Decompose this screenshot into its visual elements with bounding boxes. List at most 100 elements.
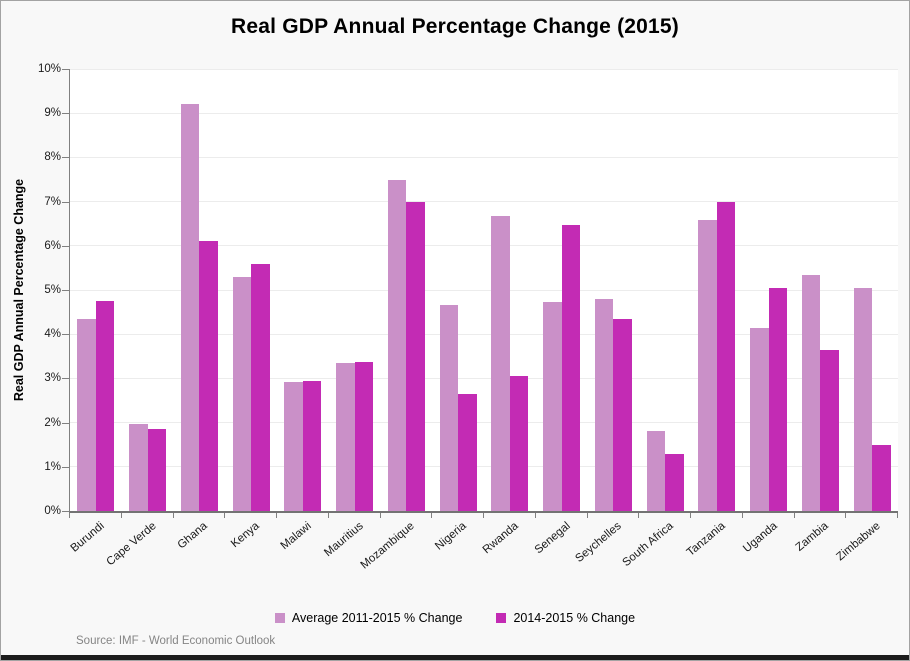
y-tick-label-4%: 4% — [44, 328, 61, 341]
bar-south-africa-latest — [665, 454, 684, 511]
bar-kenya-latest — [251, 264, 270, 511]
x-category-label-cape-verde: Cape Verde — [104, 520, 159, 569]
bar-mozambique-latest — [406, 201, 425, 511]
bar-zambia-latest — [820, 349, 839, 511]
x-category-label-rwanda: Rwanda — [480, 520, 521, 557]
bar-mauritius-average — [336, 362, 355, 511]
x-axis-tick-13 — [741, 513, 743, 518]
y-axis-tick-4% — [62, 334, 69, 336]
y-tick-label-3%: 3% — [44, 372, 61, 385]
x-category-label-zimbabwe: Zimbabwe — [834, 520, 883, 564]
bar-ghana-latest — [199, 241, 218, 511]
x-category-label-nigeria: Nigeria — [433, 520, 469, 553]
gridline-7% — [70, 201, 898, 203]
y-tick-label-2%: 2% — [44, 416, 61, 429]
bar-cape-verde-average — [129, 423, 148, 511]
gridline-5% — [70, 289, 898, 291]
x-axis-tick-2 — [172, 513, 174, 518]
y-tick-label-10%: 10% — [37, 63, 61, 75]
bar-zimbabwe-average — [853, 287, 873, 511]
x-category-label-south-africa: South Africa — [620, 520, 676, 570]
y-axis-tick-1% — [62, 466, 69, 468]
gridline-10% — [70, 68, 898, 70]
x-axis-tick-11 — [638, 513, 640, 518]
legend-item-average: Average 2011-2015 % Change — [274, 611, 463, 625]
bar-cape-verde-latest — [147, 429, 167, 511]
bar-malawi-average — [284, 381, 303, 511]
source-note: Source: IMF - World Economic Outlook — [76, 635, 276, 647]
legend: Average 2011-2015 % Change 2014-2015 % C… — [1, 611, 909, 625]
bar-senegal-latest — [561, 224, 581, 511]
y-axis-tick-8% — [62, 157, 69, 159]
bar-uganda-latest — [768, 287, 788, 511]
x-category-label-mozambique: Mozambique — [358, 520, 418, 572]
gridline-1% — [70, 466, 898, 468]
x-category-label-seychelles: Seychelles — [573, 520, 625, 565]
y-axis-tick-0% — [62, 511, 69, 512]
x-category-label-ghana: Ghana — [175, 520, 211, 552]
bar-seychelles-latest — [613, 318, 632, 511]
x-category-label-mauritius: Mauritius — [321, 520, 366, 560]
bar-senegal-average — [543, 302, 562, 511]
bar-mauritius-latest — [354, 361, 374, 511]
x-axis-tick-14 — [793, 513, 795, 518]
bar-uganda-average — [750, 327, 769, 511]
y-axis-tick-9% — [62, 113, 69, 115]
plot-area — [69, 68, 898, 513]
x-axis-tick-5 — [327, 513, 329, 518]
y-axis-tick-7% — [62, 201, 69, 203]
y-axis-tick-6% — [62, 245, 69, 247]
bar-zambia-average — [801, 274, 821, 511]
bar-rwanda-average — [491, 215, 510, 511]
bar-ghana-average — [180, 104, 200, 511]
y-axis-tick-2% — [62, 422, 69, 424]
gridline-3% — [70, 377, 898, 379]
gridline-4% — [70, 333, 898, 335]
legend-label-2014-2015: 2014-2015 % Change — [513, 611, 636, 625]
x-axis-tick-15 — [845, 513, 847, 518]
bar-nigeria-average — [439, 305, 459, 511]
bar-tanzania-average — [698, 220, 717, 511]
legend-label-average: Average 2011-2015 % Change — [291, 611, 463, 625]
x-category-label-malawi: Malawi — [278, 520, 314, 553]
y-axis-tick-3% — [62, 378, 69, 380]
legend-item-2014-2015: 2014-2015 % Change — [496, 611, 635, 625]
y-tick-label-9%: 9% — [44, 107, 61, 120]
x-axis-tick-6 — [379, 513, 381, 518]
bar-tanzania-latest — [716, 202, 736, 511]
x-axis-tick-10 — [586, 513, 588, 518]
x-axis-tick-0 — [69, 513, 70, 518]
y-axis-tick-10% — [62, 69, 69, 70]
x-axis-tick-12 — [690, 513, 691, 518]
gridline-6% — [70, 245, 898, 247]
y-tick-label-1%: 1% — [44, 460, 61, 473]
bar-burundi-average — [77, 318, 96, 511]
gridline-8% — [70, 156, 898, 158]
y-tick-label-5%: 5% — [44, 284, 61, 296]
y-tick-label-0%: 0% — [44, 505, 61, 517]
x-category-label-uganda: Uganda — [740, 520, 780, 556]
y-axis-tick-5% — [62, 290, 69, 291]
x-axis-tick-8 — [483, 513, 484, 518]
x-category-label-senegal: Senegal — [532, 520, 573, 557]
x-category-label-kenya: Kenya — [229, 520, 262, 551]
y-tick-label-6%: 6% — [44, 239, 61, 252]
x-axis-tick-4 — [276, 513, 277, 518]
bar-kenya-average — [232, 276, 252, 511]
bar-zimbabwe-latest — [872, 444, 891, 511]
gridline-2% — [70, 422, 898, 424]
legend-swatch-2014-2015 — [496, 613, 507, 623]
legend-swatch-average — [274, 613, 285, 623]
x-category-label-tanzania: Tanzania — [684, 520, 728, 559]
x-axis-tick-1 — [120, 513, 122, 518]
bar-burundi-latest — [95, 301, 115, 511]
x-axis-tick-9 — [534, 513, 536, 518]
x-category-label-burundi: Burundi — [68, 520, 107, 555]
bar-nigeria-latest — [458, 393, 477, 511]
chart-title: Real GDP Annual Percentage Change (2015) — [231, 15, 679, 38]
bottom-border-strip — [1, 655, 909, 660]
gridline-9% — [70, 112, 898, 114]
bar-south-africa-average — [646, 430, 666, 511]
bar-malawi-latest — [302, 380, 322, 511]
